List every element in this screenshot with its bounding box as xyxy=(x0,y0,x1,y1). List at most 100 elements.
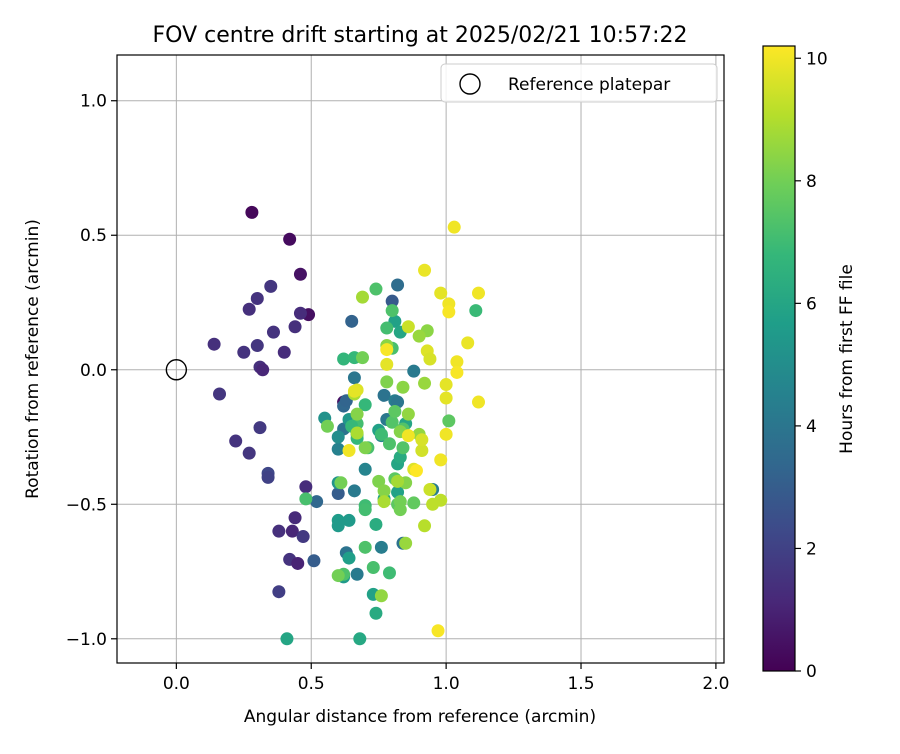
data-point xyxy=(431,624,445,638)
x-tick-label: 1.0 xyxy=(433,674,460,694)
data-point xyxy=(358,540,372,554)
data-point xyxy=(447,220,461,234)
data-point xyxy=(415,443,429,457)
y-axis-label: Rotation from reference (arcmin) xyxy=(23,219,43,499)
data-point xyxy=(277,345,291,359)
data-point xyxy=(299,480,313,494)
data-point xyxy=(391,278,405,292)
colorbar: 0 2 4 6 8 10 Hours from first FF file xyxy=(762,45,857,682)
data-point xyxy=(261,470,275,484)
data-point xyxy=(250,291,264,305)
data-point xyxy=(399,536,413,550)
data-point xyxy=(250,339,264,353)
data-point xyxy=(377,388,391,402)
data-point xyxy=(401,320,415,334)
data-point xyxy=(283,232,297,246)
data-point xyxy=(350,426,364,440)
data-point xyxy=(245,205,259,219)
colorbar-tick-label: 2 xyxy=(806,539,817,559)
data-point xyxy=(372,474,386,488)
colorbar-frame xyxy=(762,45,796,672)
data-point xyxy=(461,336,475,350)
data-point xyxy=(345,314,359,328)
y-axis-ticks: −1.0 −0.5 0.0 0.5 1.0 xyxy=(66,92,117,650)
reference-marker-group xyxy=(165,359,188,381)
y-tick-label: −1.0 xyxy=(66,630,107,650)
data-point xyxy=(380,343,394,357)
data-point xyxy=(391,474,405,488)
plot-frame xyxy=(116,54,725,664)
data-point xyxy=(442,414,456,428)
data-point xyxy=(291,556,305,570)
data-point xyxy=(366,560,380,574)
data-point xyxy=(331,519,345,533)
data-point xyxy=(393,503,407,517)
data-point xyxy=(293,306,307,320)
data-point xyxy=(469,304,483,318)
data-point xyxy=(355,351,369,365)
data-point xyxy=(439,378,453,392)
data-point xyxy=(288,511,302,525)
data-point xyxy=(299,492,313,506)
data-point xyxy=(342,443,356,457)
data-point xyxy=(385,415,399,429)
legend-entry-reference: Reference platepar xyxy=(508,75,670,95)
data-point xyxy=(331,442,345,456)
data-point xyxy=(342,513,356,527)
data-point xyxy=(369,606,383,620)
colorbar-ticks: 0 2 4 6 8 10 xyxy=(795,49,828,682)
data-point xyxy=(377,484,391,498)
data-point xyxy=(442,305,456,319)
data-point xyxy=(396,441,410,455)
data-point xyxy=(380,321,394,335)
data-points xyxy=(207,205,486,646)
x-tick-label: 0.0 xyxy=(163,674,190,694)
data-point xyxy=(374,540,388,554)
data-point xyxy=(296,530,310,544)
data-point xyxy=(331,569,345,583)
data-point xyxy=(377,495,391,509)
data-point xyxy=(412,329,426,343)
data-point xyxy=(407,364,421,378)
data-point xyxy=(280,632,294,646)
data-point xyxy=(207,337,221,351)
data-point xyxy=(337,352,351,366)
data-point xyxy=(434,286,448,300)
data-point xyxy=(358,441,372,455)
data-point xyxy=(331,487,345,501)
data-point xyxy=(342,551,356,565)
data-point xyxy=(253,421,267,435)
x-tick-label: 0.5 xyxy=(298,674,325,694)
data-point xyxy=(242,446,256,460)
data-point xyxy=(434,453,448,467)
grid xyxy=(117,55,724,663)
colorbar-label: Hours from first FF file xyxy=(837,264,857,454)
data-point xyxy=(353,632,367,646)
colorbar-gradient xyxy=(763,46,795,671)
data-point xyxy=(374,427,388,441)
colorbar-tick-label: 6 xyxy=(806,294,817,314)
data-point xyxy=(388,404,402,418)
data-point xyxy=(272,585,286,599)
data-point xyxy=(401,429,415,443)
data-point xyxy=(369,282,383,296)
data-point xyxy=(266,325,280,339)
data-point xyxy=(415,433,429,447)
data-point xyxy=(472,286,486,300)
data-point xyxy=(418,519,432,533)
data-point xyxy=(229,434,243,448)
x-tick-label: 2.0 xyxy=(702,674,729,694)
data-point xyxy=(288,320,302,334)
data-point xyxy=(434,493,448,507)
data-point xyxy=(418,376,432,390)
data-point xyxy=(380,375,394,389)
data-point xyxy=(450,365,464,379)
data-point xyxy=(358,503,372,517)
colorbar-tick-label: 10 xyxy=(806,49,828,69)
data-point xyxy=(213,387,227,401)
data-point xyxy=(401,407,415,421)
data-point xyxy=(350,567,364,581)
data-point xyxy=(439,427,453,441)
